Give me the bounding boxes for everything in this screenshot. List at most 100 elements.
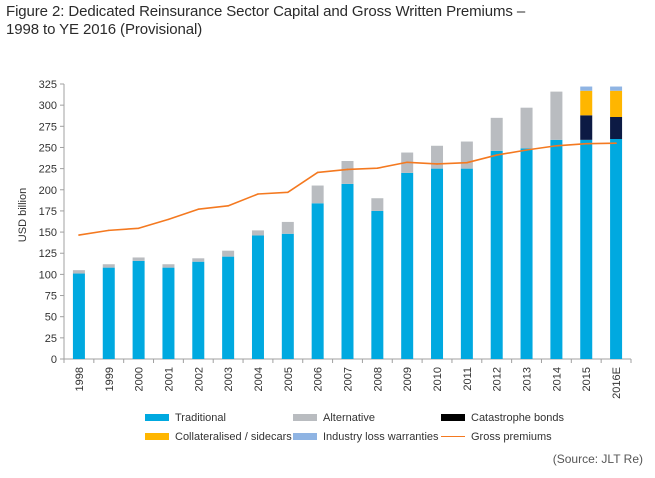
bar-traditional — [580, 139, 593, 359]
gross-premiums-point — [525, 149, 528, 151]
bar-alternative — [341, 161, 354, 184]
gross-premiums-point — [585, 142, 588, 145]
bar-traditional — [490, 150, 503, 359]
bar-traditional — [102, 267, 115, 359]
y-tick-label: 150 — [39, 227, 57, 239]
bar-traditional — [72, 273, 85, 359]
bar-stack-2014 — [550, 91, 563, 359]
gross-premiums-point — [107, 229, 110, 232]
y-tick-label: 275 — [39, 121, 57, 133]
bar-collateralised — [580, 90, 593, 116]
gross-premiums-point — [615, 142, 617, 145]
figure-title: Figure 2: Dedicated Reinsurance Sector C… — [6, 3, 525, 39]
bar-alternative — [311, 185, 324, 204]
gross-premiums-point — [376, 167, 379, 169]
legend-swatch-ilw — [293, 433, 317, 440]
bar-alternative — [371, 198, 384, 211]
x-tick-label: 2011 — [462, 367, 474, 391]
x-tick-label: 2000 — [134, 367, 146, 391]
bar-traditional — [281, 233, 294, 359]
legend-swatch-alternative — [293, 414, 317, 421]
bar-stack-1998 — [72, 270, 85, 359]
bar-stack-2003 — [222, 250, 235, 359]
bar-stack-2013 — [520, 107, 533, 359]
gross-premiums-point — [257, 193, 259, 195]
bar-catastrophe_bonds — [610, 117, 623, 139]
gross-premiums-point — [466, 161, 468, 164]
y-tick-label: 75 — [45, 291, 57, 303]
source-note: (Source: JLT Re) — [552, 452, 643, 466]
y-tick-label: 50 — [45, 312, 57, 324]
bar-traditional — [371, 210, 384, 359]
gross-premiums-line-group — [78, 142, 617, 236]
y-tick-label: 125 — [39, 248, 57, 260]
bar-traditional — [192, 261, 205, 359]
x-tick-label: 2004 — [253, 367, 265, 391]
legend-row-2: Collateralised / sidecars Industry loss … — [145, 427, 585, 446]
legend-swatch-collateralised — [145, 433, 169, 440]
x-tick-label: 2008 — [372, 367, 384, 391]
x-tick-label: 1999 — [104, 367, 116, 391]
gross-premiums-point — [197, 208, 200, 211]
bar-traditional — [460, 168, 473, 359]
bar-stack-2002 — [192, 258, 205, 359]
legend-row-1: Traditional Alternative Catastrophe bond… — [145, 408, 585, 427]
gross-premiums-point — [436, 163, 438, 165]
legend-swatch-traditional — [145, 414, 169, 421]
bar-traditional — [610, 139, 623, 359]
bar-stack-2005 — [281, 221, 294, 359]
x-tick-label: 2003 — [223, 367, 235, 391]
legend-swatch-catastrophe-bonds — [441, 414, 465, 421]
x-tick-label: 2002 — [193, 367, 205, 391]
x-tick-label: 2005 — [283, 367, 295, 391]
legend-label: Collateralised / sidecars — [175, 430, 292, 443]
legend-label: Traditional — [175, 411, 226, 424]
legend-label: Gross premiums — [471, 430, 552, 443]
figure-title-line-1: Figure 2: Dedicated Reinsurance Sector C… — [6, 3, 526, 20]
gross-premiums-point — [78, 234, 80, 236]
bar-traditional — [401, 172, 414, 359]
y-axis: 0 25 50 75 100 125 150 175 200 225 250 275 300 325 — [39, 79, 65, 366]
legend-label: Catastrophe bonds — [471, 411, 564, 424]
bar-traditional — [222, 256, 235, 359]
y-tick-label: 250 — [39, 142, 57, 154]
legend-item-ilw: Industry loss warranties — [293, 431, 441, 443]
bar-alternative — [550, 91, 563, 140]
legend-item-traditional: Traditional — [145, 412, 293, 424]
bar-alternative — [132, 257, 145, 261]
bar-alternative — [102, 264, 115, 268]
bar-traditional — [550, 139, 563, 359]
bars — [72, 86, 623, 359]
bar-stack-2008 — [371, 198, 384, 359]
y-axis-title: USD billion — [17, 188, 29, 242]
bar-alternative — [162, 264, 175, 268]
bar-alternative — [281, 221, 294, 234]
x-tick-label: 2010 — [432, 367, 444, 391]
legend-item-catastrophe-bonds: Catastrophe bonds — [441, 412, 564, 424]
bar-stack-2006 — [311, 185, 324, 359]
bar-alternative — [460, 141, 473, 169]
bar-collateralised — [610, 90, 623, 117]
gross-premiums-point — [316, 171, 319, 174]
x-tick-label: 2006 — [313, 367, 325, 391]
legend-item-gross-premiums: Gross premiums — [441, 431, 552, 443]
gross-premiums-point — [137, 227, 140, 230]
gross-premiums-point — [495, 154, 498, 156]
bar-traditional — [132, 260, 145, 359]
legend: Traditional Alternative Catastrophe bond… — [145, 408, 585, 446]
bar-alternative — [520, 107, 533, 149]
legend-label: Alternative — [323, 411, 375, 424]
gross-premiums-point — [227, 205, 229, 207]
legend-swatch-gross-premiums — [441, 435, 465, 438]
x-tick-label: 2016E — [611, 367, 623, 399]
x-tick-label: 1998 — [74, 367, 86, 391]
gross-premiums-point — [287, 191, 289, 194]
bar-alternative — [251, 230, 264, 236]
bar-stack-2000 — [132, 257, 145, 359]
y-tick-label: 300 — [39, 100, 57, 112]
bar-alternative — [431, 145, 444, 169]
y-tick-label: 100 — [39, 269, 57, 281]
y-tick-label: 0 — [51, 354, 57, 366]
bar-traditional — [162, 267, 175, 359]
